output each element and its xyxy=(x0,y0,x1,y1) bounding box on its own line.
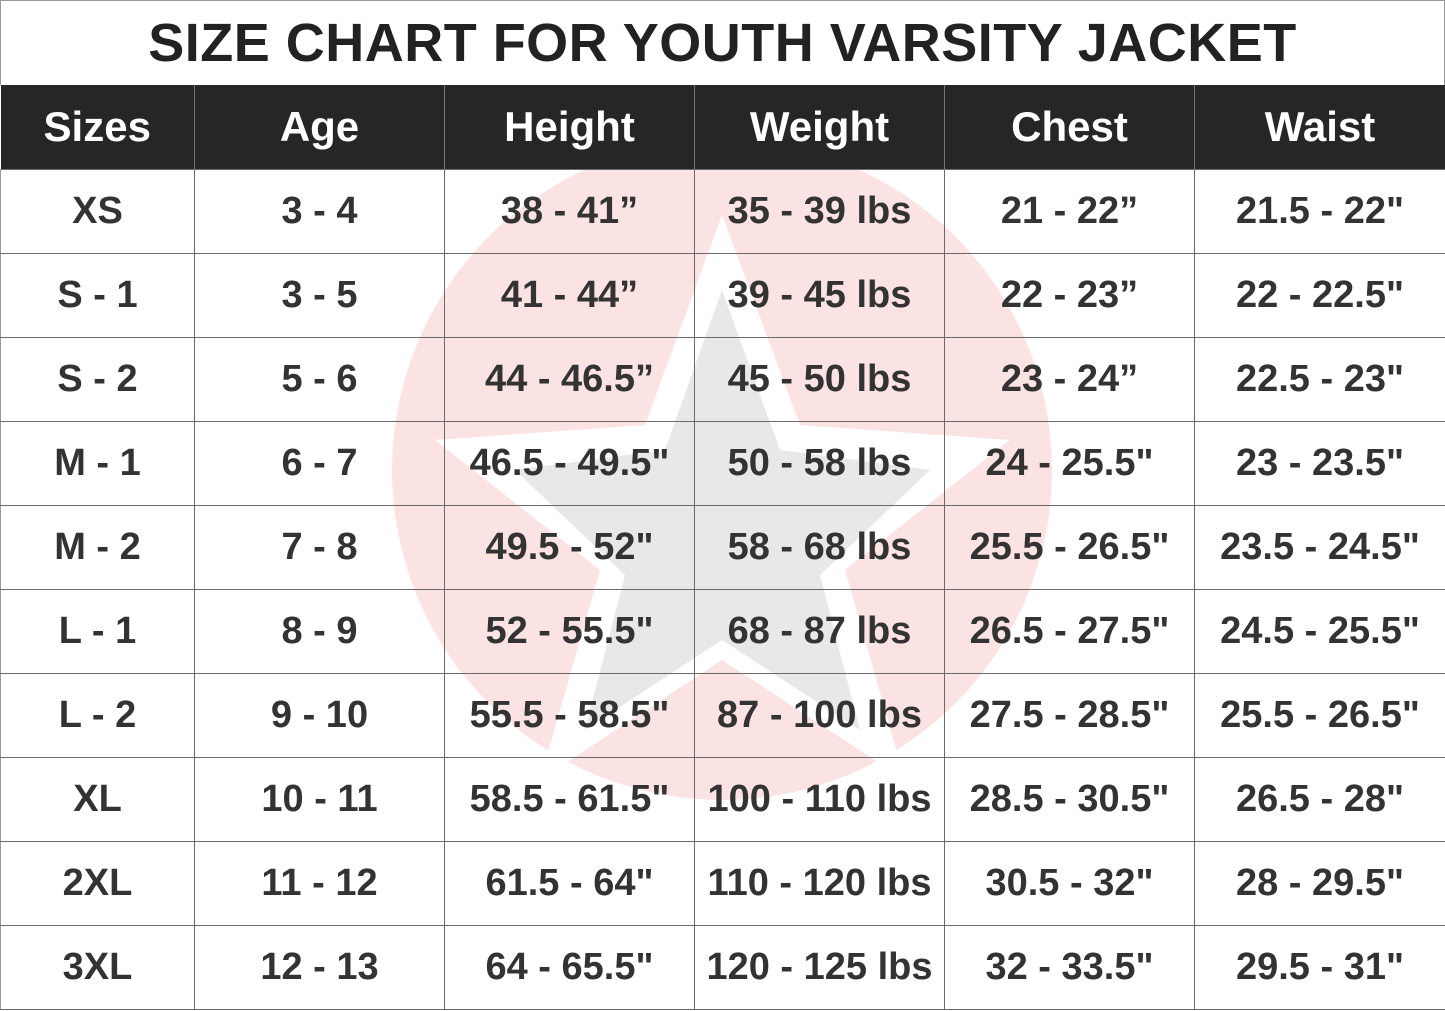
cell-height: 58.5 - 61.5" xyxy=(444,757,695,842)
cell-chest: 22 - 23” xyxy=(944,253,1195,338)
cell-waist: 22.5 - 23" xyxy=(1194,337,1445,422)
cell-waist: 25.5 - 26.5" xyxy=(1194,673,1445,758)
column-header-sizes: Sizes xyxy=(0,85,195,170)
cell-sizes: L - 1 xyxy=(0,589,195,674)
cell-age: 5 - 6 xyxy=(194,337,445,422)
cell-sizes: XS xyxy=(0,169,195,254)
cell-weight: 50 - 58 lbs xyxy=(694,421,945,506)
cell-weight: 110 - 120 lbs xyxy=(694,841,945,926)
cell-chest: 27.5 - 28.5" xyxy=(944,673,1195,758)
cell-sizes: 3XL xyxy=(0,925,195,1010)
cell-age: 9 - 10 xyxy=(194,673,445,758)
cell-height: 46.5 - 49.5" xyxy=(444,421,695,506)
column-header-height: Height xyxy=(444,85,695,170)
cell-waist: 21.5 - 22" xyxy=(1194,169,1445,254)
cell-chest: 32 - 33.5" xyxy=(944,925,1195,1010)
cell-waist: 23 - 23.5" xyxy=(1194,421,1445,506)
cell-waist: 28 - 29.5" xyxy=(1194,841,1445,926)
cell-sizes: M - 2 xyxy=(0,505,195,590)
cell-waist: 22 - 22.5" xyxy=(1194,253,1445,338)
cell-chest: 23 - 24” xyxy=(944,337,1195,422)
table-header-row: Sizes Age Height Weight Chest Waist xyxy=(0,85,1445,170)
cell-sizes: S - 1 xyxy=(0,253,195,338)
column-header-chest: Chest xyxy=(944,85,1195,170)
cell-height: 44 - 46.5” xyxy=(444,337,695,422)
cell-chest: 21 - 22” xyxy=(944,169,1195,254)
cell-weight: 45 - 50 lbs xyxy=(694,337,945,422)
cell-weight: 39 - 45 lbs xyxy=(694,253,945,338)
cell-chest: 24 - 25.5" xyxy=(944,421,1195,506)
cell-age: 8 - 9 xyxy=(194,589,445,674)
cell-age: 6 - 7 xyxy=(194,421,445,506)
table-row: XS 3 - 4 38 - 41” 35 - 39 lbs 21 - 22” 21.5 -… xyxy=(0,169,1445,254)
cell-sizes: 2XL xyxy=(0,841,195,926)
cell-waist: 26.5 - 28" xyxy=(1194,757,1445,842)
cell-sizes: L - 2 xyxy=(0,673,195,758)
cell-age: 11 - 12 xyxy=(194,841,445,926)
column-header-age: Age xyxy=(194,85,445,170)
cell-age: 10 - 11 xyxy=(194,757,445,842)
cell-sizes: S - 2 xyxy=(0,337,195,422)
cell-age: 7 - 8 xyxy=(194,505,445,590)
cell-age: 12 - 13 xyxy=(194,925,445,1010)
cell-weight: 58 - 68 lbs xyxy=(694,505,945,590)
cell-waist: 29.5 - 31" xyxy=(1194,925,1445,1010)
cell-chest: 30.5 - 32" xyxy=(944,841,1195,926)
column-header-waist: Waist xyxy=(1194,85,1445,170)
column-header-weight: Weight xyxy=(694,85,945,170)
cell-waist: 24.5 - 25.5" xyxy=(1194,589,1445,674)
table-row: XL 10 - 11 58.5 - 61.5" 100 - 110 lbs 28.5 -… xyxy=(0,757,1445,842)
cell-sizes: M - 1 xyxy=(0,421,195,506)
cell-height: 52 - 55.5" xyxy=(444,589,695,674)
table-row: 3XL 12 - 13 64 - 65.5" 120 - 125 lbs 32 - 33… xyxy=(0,925,1445,1010)
cell-weight: 120 - 125 lbs xyxy=(694,925,945,1010)
cell-height: 49.5 - 52" xyxy=(444,505,695,590)
cell-age: 3 - 4 xyxy=(194,169,445,254)
chart-title: SIZE CHART FOR YOUTH VARSITY JACKET xyxy=(0,0,1445,85)
cell-height: 61.5 - 64" xyxy=(444,841,695,926)
cell-chest: 26.5 - 27.5" xyxy=(944,589,1195,674)
cell-height: 55.5 - 58.5" xyxy=(444,673,695,758)
cell-height: 64 - 65.5" xyxy=(444,925,695,1010)
table-row: 2XL 11 - 12 61.5 - 64" 110 - 120 lbs 30.5 - … xyxy=(0,841,1445,926)
cell-age: 3 - 5 xyxy=(194,253,445,338)
cell-height: 38 - 41” xyxy=(444,169,695,254)
cell-waist: 23.5 - 24.5" xyxy=(1194,505,1445,590)
cell-sizes: XL xyxy=(0,757,195,842)
size-chart-table: Sizes Age Height Weight Chest Waist XS 3 - 4 38… xyxy=(0,85,1445,1010)
cell-weight: 100 - 110 lbs xyxy=(694,757,945,842)
cell-weight: 35 - 39 lbs xyxy=(694,169,945,254)
cell-chest: 28.5 - 30.5" xyxy=(944,757,1195,842)
cell-height: 41 - 44” xyxy=(444,253,695,338)
cell-weight: 87 - 100 lbs xyxy=(694,673,945,758)
cell-chest: 25.5 - 26.5" xyxy=(944,505,1195,590)
cell-weight: 68 - 87 lbs xyxy=(694,589,945,674)
